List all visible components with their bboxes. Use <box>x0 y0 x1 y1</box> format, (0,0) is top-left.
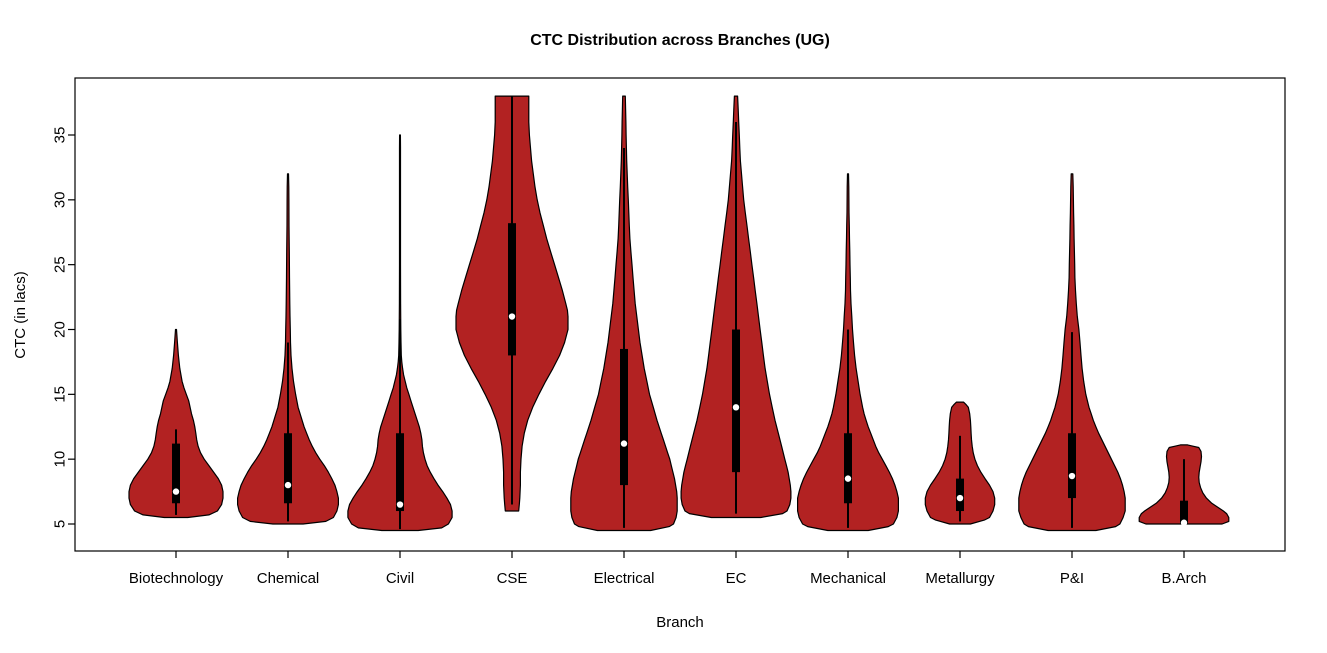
median-dot-civil <box>396 501 404 508</box>
median-dot-p-i <box>1068 472 1076 480</box>
median-dot-cse <box>508 313 516 320</box>
median-dot-metallurgy <box>956 494 964 502</box>
x-tick-label-ec: EC <box>726 570 747 587</box>
y-tick-label: 30 <box>52 191 69 208</box>
median-dot-chemical <box>284 481 292 489</box>
iqr-box-metallurgy <box>956 478 964 512</box>
iqr-box-mechanical <box>844 433 852 504</box>
iqr-box-p-i <box>1068 433 1076 499</box>
iqr-box-cse <box>508 223 516 356</box>
median-dot-mechanical <box>844 475 852 482</box>
x-tick-label-metallurgy: Metallurgy <box>925 570 995 587</box>
chart-title: CTC Distribution across Branches (UG) <box>530 32 830 49</box>
iqr-box-civil <box>396 433 404 512</box>
iqr-box-ec <box>732 329 740 473</box>
x-tick-label-chemical: Chemical <box>257 570 320 587</box>
median-dot-ec <box>732 404 740 411</box>
y-tick-label: 25 <box>52 256 69 273</box>
iqr-box-chemical <box>284 433 292 504</box>
x-tick-label-biotechnology: Biotechnology <box>129 570 224 587</box>
x-tick-label-b-arch: B.Arch <box>1161 570 1206 587</box>
x-tick-label-mechanical: Mechanical <box>810 570 886 587</box>
iqr-box-electrical <box>620 348 628 486</box>
y-tick-label: 10 <box>52 451 69 468</box>
y-tick-label: 20 <box>52 321 69 338</box>
x-tick-label-civil: Civil <box>386 570 414 587</box>
x-tick-label-p-i: P&I <box>1060 570 1084 587</box>
x-tick-label-electrical: Electrical <box>594 570 655 587</box>
iqr-box-biotechnology <box>172 443 180 504</box>
chart-layer: 5 10 15 20 25 30 35 Biotechnology Chemical Civil C… <box>52 77 1286 587</box>
median-dot-biotechnology <box>172 488 180 495</box>
plot-border <box>74 77 1286 552</box>
y-axis-title: CTC (in lacs) <box>12 271 29 359</box>
violin-biotechnology <box>128 328 224 519</box>
y-tick-label: 35 <box>52 127 69 144</box>
x-tick-label-cse: CSE <box>497 570 528 587</box>
y-tick-label: 5 <box>52 520 69 528</box>
y-tick-label: 15 <box>52 386 69 403</box>
median-dot-b-arch <box>1180 519 1188 526</box>
x-axis-title: Branch <box>656 614 704 631</box>
iqr-box-b-arch <box>1180 500 1188 524</box>
median-dot-electrical <box>620 440 628 447</box>
